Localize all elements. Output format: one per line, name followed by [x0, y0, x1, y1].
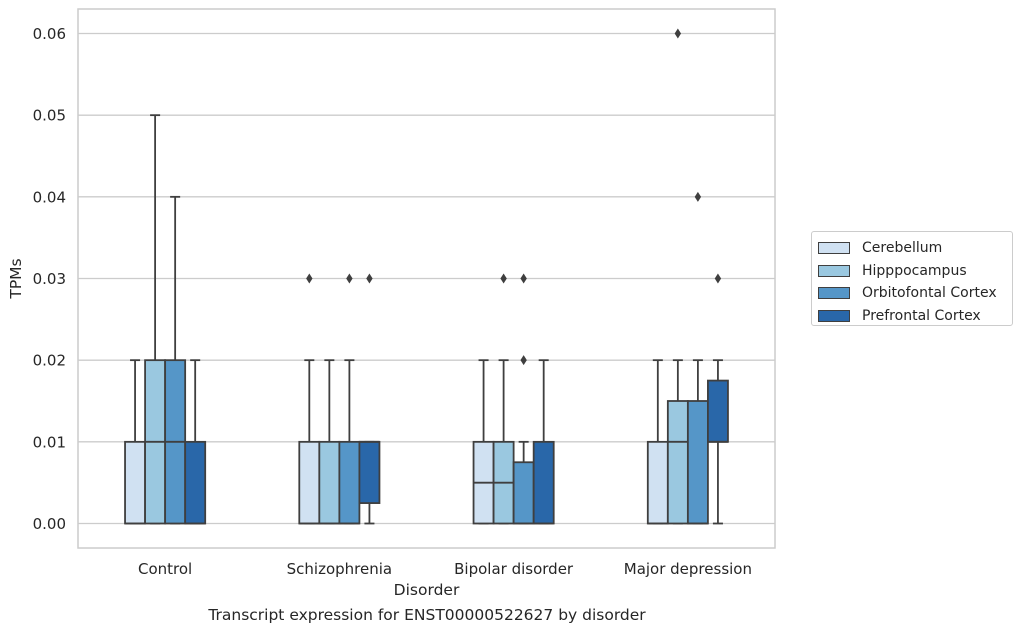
box — [686, 400, 709, 525]
y-tick-labels: 0.00 0.01 0.02 0.03 0.04 0.05 0.06 — [33, 25, 66, 533]
y-tick-label: 0.04 — [33, 188, 66, 206]
box — [512, 461, 535, 525]
box — [338, 440, 361, 525]
legend-swatch — [818, 309, 850, 322]
legend-item: Hipppocampus — [818, 260, 1006, 283]
box — [184, 440, 207, 525]
y-tick-label: 0.00 — [33, 515, 66, 533]
x-tick-label: Bipolar disorder — [454, 560, 574, 578]
box — [707, 379, 729, 443]
x-tick-labels: Control Schizophrenia Bipolar disorder Majo… — [138, 560, 752, 578]
box — [318, 440, 341, 525]
box-series — [124, 28, 729, 525]
outlier-point — [500, 273, 507, 284]
box — [666, 400, 689, 525]
legend-swatch — [818, 264, 850, 277]
box — [124, 440, 146, 525]
series-2 — [164, 191, 709, 525]
legend: Cerebellum Hipppocampus Orbitofontal Corte… — [811, 231, 1013, 326]
y-tick-label: 0.01 — [33, 433, 66, 451]
legend-item: Prefrontal Cortex — [818, 305, 1006, 328]
box — [646, 440, 669, 525]
y-tick-label: 0.06 — [33, 25, 66, 43]
box — [358, 440, 381, 504]
legend-label: Hipppocampus — [862, 262, 967, 279]
series-3 — [184, 273, 729, 525]
x-tick-label: Major depression — [624, 560, 752, 578]
x-axis-label: Disorder — [394, 581, 460, 599]
x-tick-label: Control — [138, 560, 192, 578]
outlier-point — [520, 355, 527, 366]
outlier-point — [346, 273, 353, 284]
y-axis-label: TPMs — [7, 258, 25, 299]
legend-item: Cerebellum — [818, 237, 1006, 260]
legend-label: Cerebellum — [862, 240, 943, 257]
outlier-point — [366, 273, 373, 284]
outlier-point — [674, 28, 682, 39]
legend-swatch — [818, 242, 850, 255]
outlier-point — [306, 273, 313, 284]
y-tick-label: 0.02 — [33, 352, 66, 370]
box — [298, 440, 321, 525]
plot-area-frame — [77, 8, 776, 549]
box — [532, 440, 555, 525]
legend-label: Orbitofontal Cortex — [862, 285, 997, 302]
series-1 — [144, 28, 689, 525]
outlier-point — [694, 191, 702, 202]
legend-label: Prefrontal Cortex — [862, 307, 981, 324]
y-tick-label: 0.05 — [33, 107, 66, 125]
outlier-point — [714, 273, 722, 284]
y-tick-label: 0.03 — [33, 270, 66, 288]
legend-item: Orbitofontal Cortex — [818, 282, 1006, 305]
series-0 — [124, 273, 669, 525]
legend-swatch — [818, 287, 850, 300]
outlier-point — [520, 273, 527, 284]
x-tick-label: Schizophrenia — [287, 560, 392, 578]
figure-caption: Transcript expression for ENST0000052262… — [208, 606, 646, 624]
